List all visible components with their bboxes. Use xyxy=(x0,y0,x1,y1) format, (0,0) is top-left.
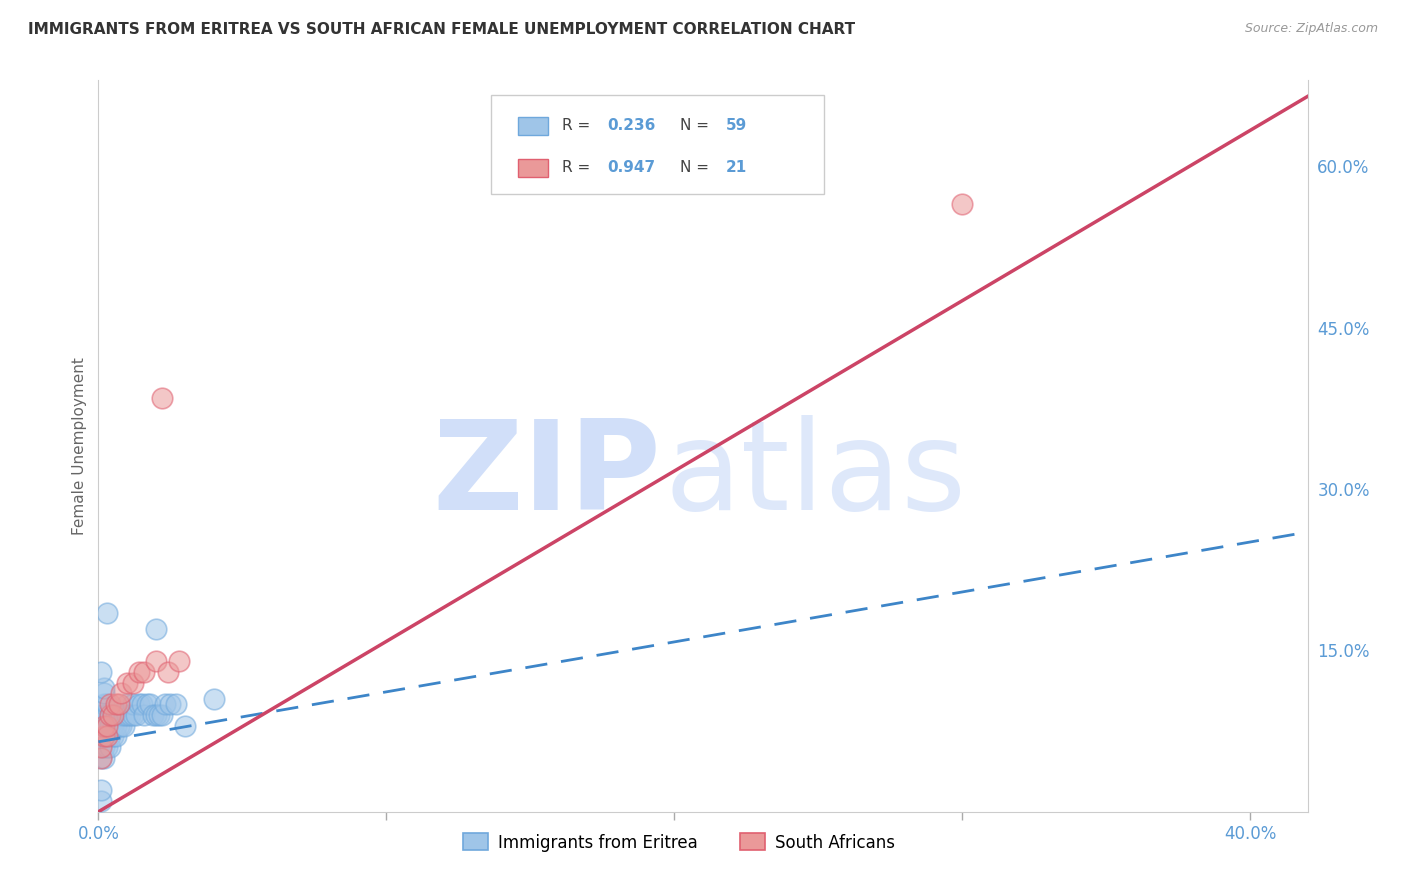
Point xyxy=(90,740,112,755)
Point xyxy=(148,707,170,722)
Point xyxy=(90,719,112,733)
Text: 0.947: 0.947 xyxy=(607,161,655,176)
Text: R =: R = xyxy=(561,119,595,133)
Point xyxy=(93,719,115,733)
Text: ZIP: ZIP xyxy=(432,415,661,536)
Point xyxy=(110,719,132,733)
Point xyxy=(110,707,132,722)
Point xyxy=(98,730,121,744)
Text: Source: ZipAtlas.com: Source: ZipAtlas.com xyxy=(1244,22,1378,36)
Text: 0.236: 0.236 xyxy=(607,119,655,133)
Point xyxy=(96,606,118,620)
Point xyxy=(115,707,138,722)
Text: 21: 21 xyxy=(725,161,747,176)
Point xyxy=(96,719,118,733)
Point xyxy=(167,654,190,668)
Point xyxy=(93,730,115,744)
Point xyxy=(107,707,129,722)
Point xyxy=(128,665,150,679)
Point xyxy=(120,707,142,722)
Point xyxy=(93,719,115,733)
Point xyxy=(101,707,124,722)
Point xyxy=(93,740,115,755)
FancyBboxPatch shape xyxy=(492,95,824,194)
Point xyxy=(134,707,156,722)
Point xyxy=(90,665,112,679)
Point xyxy=(145,654,167,668)
Point xyxy=(93,707,115,722)
Point xyxy=(93,697,115,711)
Point xyxy=(96,707,118,722)
Point xyxy=(104,707,127,722)
Point xyxy=(122,697,145,711)
Point xyxy=(90,783,112,797)
Y-axis label: Female Unemployment: Female Unemployment xyxy=(72,357,87,535)
Point xyxy=(104,730,127,744)
Text: R =: R = xyxy=(561,161,595,176)
Point xyxy=(173,719,195,733)
Point xyxy=(128,697,150,711)
Point xyxy=(90,707,112,722)
Point xyxy=(98,740,121,755)
Point xyxy=(96,719,118,733)
Point xyxy=(98,697,121,711)
Point xyxy=(93,751,115,765)
Point xyxy=(145,707,167,722)
Point xyxy=(93,686,115,700)
Point xyxy=(150,391,173,405)
Point xyxy=(131,697,153,711)
Point xyxy=(90,740,112,755)
Text: N =: N = xyxy=(681,161,714,176)
Point xyxy=(101,707,124,722)
Text: atlas: atlas xyxy=(664,415,966,536)
Point xyxy=(122,675,145,690)
Point xyxy=(90,751,112,765)
Point xyxy=(950,197,973,211)
Point xyxy=(98,707,121,722)
Point xyxy=(104,719,127,733)
Point xyxy=(90,751,112,765)
Bar xyxy=(517,117,548,135)
Point xyxy=(104,697,127,711)
Point xyxy=(159,697,181,711)
Legend: Immigrants from Eritrea, South Africans: Immigrants from Eritrea, South Africans xyxy=(457,827,901,858)
Point xyxy=(112,707,135,722)
Point xyxy=(150,707,173,722)
Point xyxy=(93,681,115,695)
Point xyxy=(107,697,129,711)
Point xyxy=(107,719,129,733)
Text: IMMIGRANTS FROM ERITREA VS SOUTH AFRICAN FEMALE UNEMPLOYMENT CORRELATION CHART: IMMIGRANTS FROM ERITREA VS SOUTH AFRICAN… xyxy=(28,22,855,37)
Text: 59: 59 xyxy=(725,119,747,133)
Point xyxy=(110,686,132,700)
Point xyxy=(90,730,112,744)
Point xyxy=(96,730,118,744)
Point xyxy=(96,730,118,744)
Point xyxy=(202,691,225,706)
Point xyxy=(125,707,148,722)
Point xyxy=(90,794,112,808)
Point xyxy=(96,697,118,711)
Point xyxy=(112,719,135,733)
Point xyxy=(96,740,118,755)
Point xyxy=(142,707,165,722)
Point xyxy=(101,719,124,733)
Text: N =: N = xyxy=(681,119,714,133)
Point xyxy=(139,697,162,711)
Point xyxy=(153,697,176,711)
Point xyxy=(101,730,124,744)
Point xyxy=(115,697,138,711)
Point xyxy=(145,622,167,636)
Point xyxy=(156,665,179,679)
Point xyxy=(136,697,159,711)
Point xyxy=(98,719,121,733)
Point xyxy=(98,707,121,722)
Point xyxy=(165,697,187,711)
Point xyxy=(122,707,145,722)
Point xyxy=(115,675,138,690)
Bar xyxy=(517,159,548,177)
Point xyxy=(93,730,115,744)
Point xyxy=(134,665,156,679)
